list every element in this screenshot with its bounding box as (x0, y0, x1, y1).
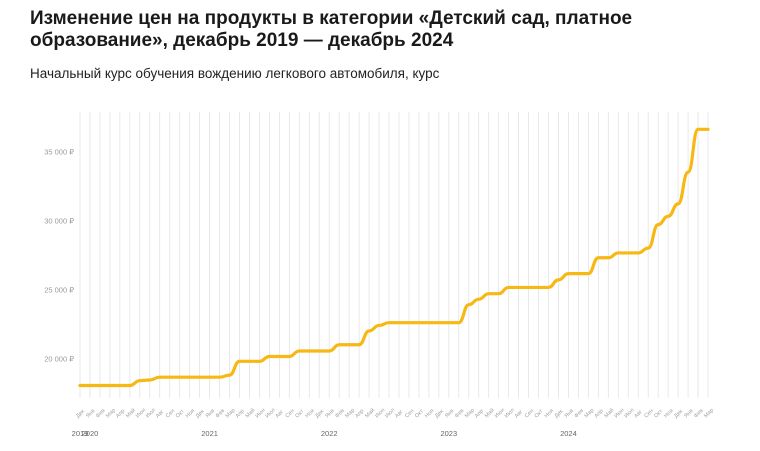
x-tick-label: Дек (195, 408, 206, 419)
x-tick-label: Янв (205, 408, 216, 419)
x-tick-label: Фев (334, 408, 345, 419)
x-tick-label: Сен (643, 408, 654, 419)
x-tick-label: Ноя (663, 408, 674, 419)
x-tick-label: Мар (464, 408, 476, 420)
x-tick-label: Янв (683, 408, 694, 419)
year-label: 2020 (82, 429, 99, 438)
year-label: 2021 (201, 429, 218, 438)
x-tick-label: Май (364, 407, 377, 420)
x-tick-label: Янв (324, 408, 335, 419)
x-tick-label: Май (603, 407, 616, 420)
x-tick-label: Ноя (424, 408, 435, 419)
x-tick-label: Ноя (544, 408, 555, 419)
x-tick-label: Мар (344, 408, 356, 420)
x-tick-label: Сен (285, 408, 296, 419)
y-tick-label: 30 000 ₽ (44, 216, 74, 225)
chart-subtitle: Начальный курс обучения вождению легково… (30, 66, 440, 81)
x-tick-label: Янв (564, 408, 575, 419)
year-label: 2024 (560, 429, 577, 438)
year-label: 2022 (321, 429, 338, 438)
x-tick-label: Авг (514, 409, 524, 419)
x-tick-label: Мар (225, 408, 237, 420)
x-tick-label: Дек (75, 408, 86, 419)
x-tick-label: Апр (474, 408, 485, 419)
x-tick-label: Май (483, 407, 496, 420)
x-tick-label: Мар (584, 408, 596, 420)
x-tick-label: Мар (105, 408, 117, 420)
y-tick-label: 35 000 ₽ (44, 147, 74, 156)
x-tick-label: Ноя (185, 408, 196, 419)
x-tick-label: Сен (404, 408, 415, 419)
x-tick-label: Окт (653, 408, 664, 419)
x-tick-label: Авг (155, 409, 165, 419)
x-tick-label: Мар (703, 408, 715, 420)
y-tick-label: 20 000 ₽ (44, 355, 74, 364)
year-label: 2019 (72, 429, 89, 438)
x-tick-label: Дек (673, 408, 684, 419)
x-tick-label: Июн (494, 407, 506, 419)
x-tick-label: Янв (85, 408, 96, 419)
x-tick-label: Сен (524, 408, 535, 419)
x-tick-label: Апр (594, 408, 605, 419)
series-line (78, 127, 710, 388)
x-tick-label: Июл (145, 407, 157, 419)
x-tick-label: Авг (275, 409, 285, 419)
x-tick-label: Янв (444, 408, 455, 419)
year-label: 2023 (440, 429, 457, 438)
x-tick-label: Фев (215, 408, 226, 419)
x-tick-label: Июл (384, 407, 396, 419)
y-tick-label: 25 000 ₽ (44, 286, 74, 295)
chart-title: Изменение цен на продукты в категории «Д… (30, 8, 633, 51)
x-tick-label: Фев (574, 408, 585, 419)
x-tick-label: Май (124, 407, 137, 420)
x-tick-label: Авг (394, 409, 404, 419)
x-tick-label: Окт (175, 408, 186, 419)
x-tick-label: Июн (613, 407, 625, 419)
x-tick-label: Окт (294, 408, 305, 419)
y-axis-labels: 20 000 ₽ 25 000 ₽ 30 000 ₽ 35 000 ₽ (44, 147, 74, 363)
x-tick-label: Июн (374, 407, 386, 419)
x-tick-label: Дек (434, 408, 445, 419)
x-tick-label: Фев (454, 408, 465, 419)
x-tick-label: Окт (534, 408, 545, 419)
x-tick-label: Сен (165, 408, 176, 419)
x-tick-label: Апр (235, 408, 246, 419)
series-group (78, 127, 710, 388)
x-tick-label: Июн (135, 407, 147, 419)
x-tick-label: Май (244, 407, 257, 420)
x-tick-label: Окт (414, 408, 425, 419)
grid-lines (79, 112, 709, 398)
x-tick-label: Июл (504, 407, 516, 419)
x-tick-label: Июл (623, 407, 635, 419)
x-tick-label: Ноя (304, 408, 315, 419)
x-tick-label: Фев (693, 408, 704, 419)
x-tick-label: Июн (255, 407, 267, 419)
x-tick-label: Авг (633, 409, 643, 419)
x-tick-label: Апр (354, 408, 365, 419)
x-tick-label: Фев (95, 408, 106, 419)
x-tick-label: Июл (265, 407, 277, 419)
x-tick-label: Дек (314, 408, 325, 419)
x-tick-label: Дек (554, 408, 565, 419)
x-tick-label: Апр (115, 408, 126, 419)
